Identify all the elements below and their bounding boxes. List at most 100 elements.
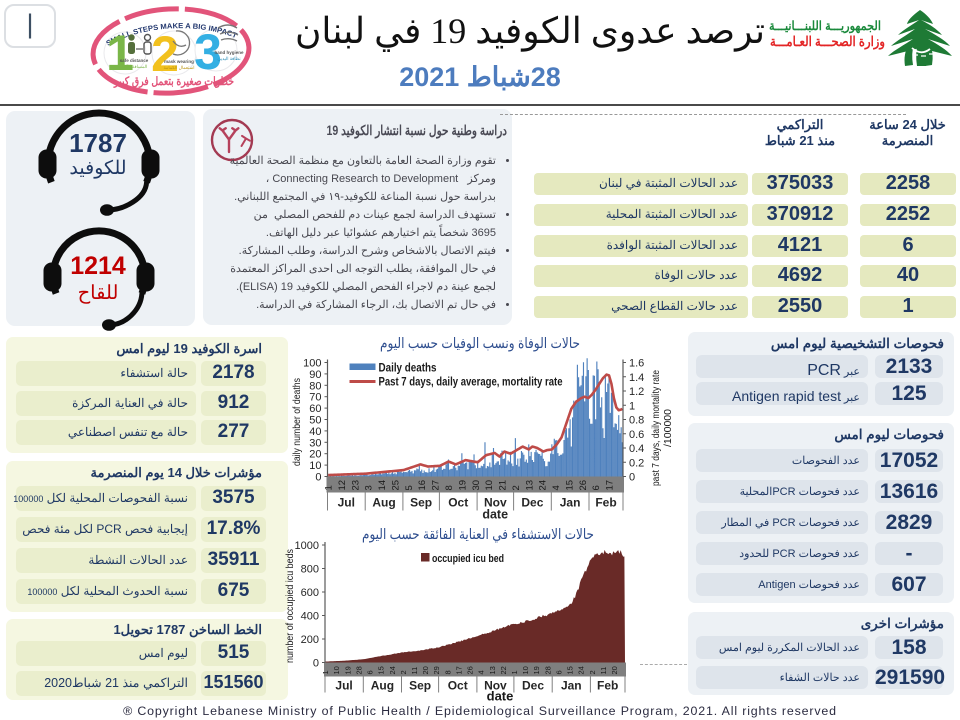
svg-text:25: 25 xyxy=(391,480,402,491)
svg-text:occupied icu bed: occupied icu bed xyxy=(432,553,504,565)
svg-text:1.2: 1.2 xyxy=(629,386,644,398)
svg-text:80: 80 xyxy=(309,380,321,392)
svg-text:20: 20 xyxy=(309,449,321,461)
svg-text:Aug: Aug xyxy=(372,496,395,510)
svg-text:60: 60 xyxy=(309,403,321,415)
svg-text:0.8: 0.8 xyxy=(629,415,644,427)
svg-text:16: 16 xyxy=(417,480,428,491)
svg-text:3: 3 xyxy=(364,485,375,490)
svg-text:70: 70 xyxy=(309,392,321,404)
svg-text:Aug: Aug xyxy=(371,679,394,693)
svg-text:2: 2 xyxy=(399,670,408,674)
svg-text:30: 30 xyxy=(471,480,482,491)
svg-text:200: 200 xyxy=(301,634,319,646)
svg-text:1.6: 1.6 xyxy=(629,358,644,370)
svg-text:Daily deaths: Daily deaths xyxy=(379,363,437,375)
svg-text:17: 17 xyxy=(455,666,464,674)
svg-text:90: 90 xyxy=(309,369,321,381)
svg-text:1000: 1000 xyxy=(295,540,319,552)
svg-text:19: 19 xyxy=(343,666,352,674)
svg-text:1: 1 xyxy=(629,400,635,412)
svg-text:600: 600 xyxy=(301,587,319,599)
svg-text:19: 19 xyxy=(457,480,468,491)
svg-text:وزارة الصحـــة العـامـــة: وزارة الصحـــة العـامـــة xyxy=(770,34,885,50)
svg-text:daily number of deaths: daily number of deaths xyxy=(291,378,303,466)
svg-text:Jul: Jul xyxy=(338,496,355,510)
svg-text:خطوات صغيرة بتعمل فرق كبير: خطوات صغيرة بتعمل فرق كبير xyxy=(113,75,234,89)
svg-text:3: 3 xyxy=(194,24,222,80)
svg-text:27: 27 xyxy=(431,480,442,491)
svg-text:1: 1 xyxy=(321,670,330,674)
svg-text:4: 4 xyxy=(551,485,562,490)
svg-text:Jul: Jul xyxy=(335,679,352,693)
svg-text:Dec: Dec xyxy=(521,496,543,510)
svg-text:استعمال الكمامة: استعمال الكمامة xyxy=(164,65,195,70)
svg-text:15: 15 xyxy=(566,666,575,674)
svg-text:Nov: Nov xyxy=(484,679,507,693)
svg-text:/100000: /100000 xyxy=(662,409,674,447)
svg-text:40: 40 xyxy=(309,426,321,438)
svg-text:number of occupied icu beds: number of occupied icu beds xyxy=(284,549,296,663)
svg-text:20: 20 xyxy=(610,666,619,674)
svg-text:date: date xyxy=(482,508,508,521)
svg-text:1: 1 xyxy=(510,670,519,674)
svg-text:5: 5 xyxy=(404,485,415,490)
svg-text:15: 15 xyxy=(564,480,575,491)
svg-text:6: 6 xyxy=(366,670,375,674)
svg-text:800: 800 xyxy=(301,564,319,576)
svg-text:Oct: Oct xyxy=(448,679,468,693)
svg-text:Feb: Feb xyxy=(595,496,616,510)
svg-text:13: 13 xyxy=(524,480,535,491)
svg-text:6: 6 xyxy=(555,670,564,674)
svg-text:المسافة الآمنة: المسافة الآمنة xyxy=(121,63,147,69)
svg-text:100: 100 xyxy=(303,358,321,370)
svg-text:15: 15 xyxy=(377,666,386,674)
svg-text:الجمهوريـــة اللبنـــانيـــة: الجمهوريـــة اللبنـــانيـــة xyxy=(769,19,881,34)
svg-text:400: 400 xyxy=(301,611,319,623)
svg-text:24: 24 xyxy=(388,666,397,674)
svg-text:Jan: Jan xyxy=(560,496,581,510)
svg-text:Nov: Nov xyxy=(484,496,507,510)
svg-text:13: 13 xyxy=(488,666,497,674)
svg-text:Feb: Feb xyxy=(597,679,618,693)
svg-text:10: 10 xyxy=(309,460,321,472)
svg-text:0: 0 xyxy=(629,472,635,484)
svg-text:0.2: 0.2 xyxy=(629,457,644,469)
svg-text:29: 29 xyxy=(432,666,441,674)
svg-text:26: 26 xyxy=(466,666,475,674)
svg-text:0: 0 xyxy=(313,658,319,670)
svg-text:24: 24 xyxy=(577,666,586,674)
svg-text:2: 2 xyxy=(588,670,597,674)
svg-text:26: 26 xyxy=(578,480,589,491)
svg-text:Oct: Oct xyxy=(448,496,468,510)
svg-text:2: 2 xyxy=(511,485,522,490)
svg-text:mask wearing: mask wearing xyxy=(164,59,194,64)
svg-text:نظافة اليدين: نظافة اليدين xyxy=(217,56,240,62)
svg-text:Dec: Dec xyxy=(522,679,544,693)
svg-text:10: 10 xyxy=(332,666,341,674)
svg-text:20: 20 xyxy=(421,666,430,674)
svg-text:12: 12 xyxy=(337,480,348,491)
svg-text:23: 23 xyxy=(350,480,361,491)
svg-text:1: 1 xyxy=(324,485,335,490)
svg-text:8: 8 xyxy=(444,485,455,490)
svg-text:17: 17 xyxy=(605,480,616,491)
svg-text:30: 30 xyxy=(309,437,321,449)
svg-text:Jan: Jan xyxy=(561,679,582,693)
svg-text:10: 10 xyxy=(521,666,530,674)
svg-text:6: 6 xyxy=(591,485,602,490)
svg-text:4: 4 xyxy=(477,670,486,674)
svg-text:past 7 days, daily mortality r: past 7 days, daily mortality rate xyxy=(650,370,662,486)
svg-text:50: 50 xyxy=(309,415,321,427)
svg-text:28: 28 xyxy=(355,666,364,674)
svg-text:حالات الاستشفاء في العناية الف: حالات الاستشفاء في العناية الفائقة حسب ا… xyxy=(362,527,594,543)
svg-text:11: 11 xyxy=(599,667,608,675)
svg-text:date: date xyxy=(487,689,514,704)
svg-text:safe distance: safe distance xyxy=(120,58,149,63)
svg-text:hand hygiene: hand hygiene xyxy=(214,50,244,55)
svg-text:14: 14 xyxy=(377,480,388,491)
svg-text:Past 7 days, daily average, mo: Past 7 days, daily average, mortality ra… xyxy=(379,377,563,389)
svg-text:0.4: 0.4 xyxy=(629,443,644,455)
svg-text:0: 0 xyxy=(315,472,321,484)
svg-text:1.4: 1.4 xyxy=(629,372,644,384)
